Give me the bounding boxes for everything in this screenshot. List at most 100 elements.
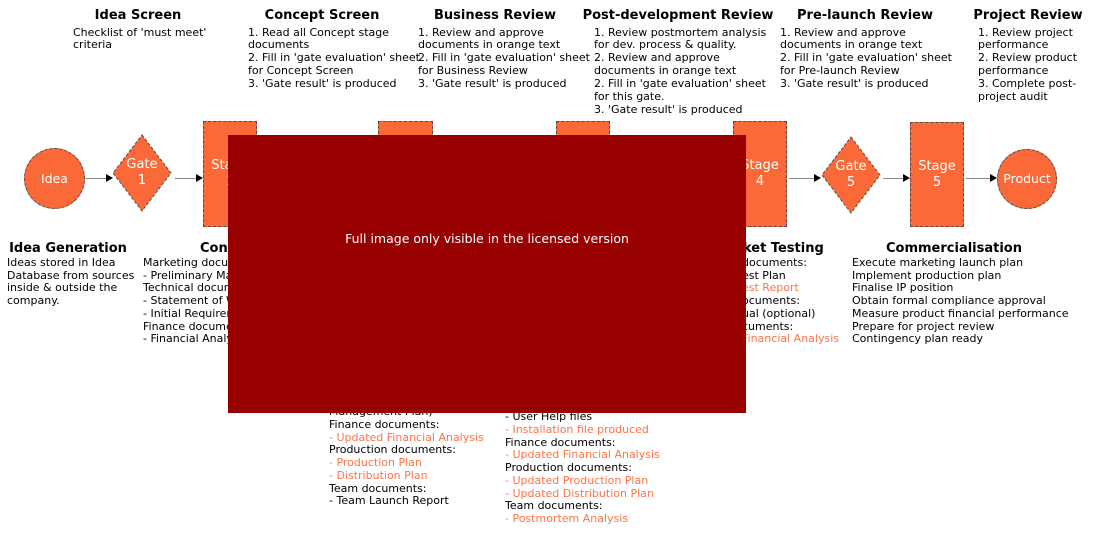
arrowhead-icon — [903, 174, 910, 182]
arrowhead-icon — [990, 174, 997, 182]
gate-5-label-line2: 5 — [846, 175, 856, 190]
text-line: documents in orange text — [780, 38, 923, 52]
text-line: - Financial Analys — [143, 332, 239, 346]
flow-arrow — [175, 174, 203, 182]
text-line: Execute marketing launch plan — [852, 256, 1024, 269]
text-line: 3. 'Gate result' is produced — [418, 77, 567, 91]
text-line: est Report — [742, 281, 799, 295]
text-line: 1. Read all Concept stage — [248, 25, 390, 39]
text-line: Checklist of 'must meet' — [73, 25, 207, 39]
text-line: 3. 'Gate result' is produced — [248, 77, 397, 91]
text-line: Production documents: — [505, 461, 632, 474]
text-line: for dev. process & quality. — [594, 38, 737, 52]
flow-arrow — [86, 174, 113, 182]
section-title: Idea Screen — [94, 8, 182, 23]
text-line: - Distribution Plan — [329, 468, 428, 482]
gate-1-label-line1: Gate — [126, 157, 158, 172]
text-line: documents — [248, 38, 310, 52]
text-line: Ideas stored in Idea — [7, 256, 116, 269]
text-line: for Concept Screen — [248, 64, 354, 78]
text-line: 1. Review postmortem analysis — [594, 25, 767, 39]
section-title: Concept Screen — [264, 8, 380, 23]
text-line: est Plan — [742, 268, 786, 282]
gate-5-label-line1: Gate — [835, 159, 867, 174]
text-line: Financial Analysis — [742, 332, 839, 346]
text-line: 3. 'Gate result' is produced — [594, 102, 743, 116]
arrowhead-icon — [196, 174, 203, 182]
section-title: Post-development Review — [582, 8, 774, 23]
idea-node: Idea — [24, 148, 85, 209]
text-line: ual (optional) — [742, 306, 816, 320]
diamond-icon — [821, 136, 881, 214]
flow-arrow — [966, 174, 997, 182]
product-node: Product — [997, 149, 1057, 209]
gate-5-label: Gate 5 — [821, 136, 881, 214]
text-line: documents in orange text — [418, 38, 561, 52]
text-line: 1. Review and approve — [418, 25, 544, 39]
text-line: 2. Review and approve — [594, 51, 720, 65]
section-title: Project Review — [973, 8, 1083, 23]
diamond-icon — [112, 134, 172, 212]
text-line: - Team Launch Report — [329, 494, 449, 508]
gate-5-node: Gate 5 — [821, 136, 881, 214]
idea-label: Idea — [41, 170, 68, 186]
stage-5-node: Stage 5 — [910, 122, 964, 227]
arrowhead-icon — [106, 174, 113, 182]
text-line: performance — [978, 38, 1049, 52]
text-line: documents in orange text — [594, 64, 737, 78]
text-line: - Postmortem Analysis — [505, 512, 629, 525]
text-line: - Preliminary Mar — [143, 268, 237, 282]
text-line: Obtain formal compliance approval — [852, 294, 1046, 308]
text-line: 2. Fill in 'gate evaluation' sheet — [780, 51, 952, 65]
text-line: - Statement of W — [143, 294, 237, 308]
text-line: Marketing docum — [143, 256, 239, 269]
text-line: - Installation file produced — [505, 422, 649, 436]
license-overlay: Full image only visible in the licensed … — [228, 135, 746, 413]
text-line: 2. Fill in 'gate evaluation' sheet — [418, 51, 590, 65]
section-title: Con — [200, 241, 228, 256]
license-overlay-text: Full image only visible in the licensed … — [345, 231, 629, 246]
flow-arrow — [883, 174, 910, 182]
text-line: 1. Review and approve — [780, 25, 906, 39]
text-line: - Production Plan — [329, 456, 422, 469]
text-line: documents: — [742, 256, 807, 269]
section-title: Commercialisation — [885, 241, 1023, 256]
section-title: Business Review — [433, 8, 557, 23]
section-title: Idea Generation — [9, 241, 127, 256]
text-line: Finalise IP position — [852, 281, 954, 295]
text-line: - Updated Financial Analysis — [329, 430, 484, 444]
text-line: 2. Fill in 'gate evaluation' sheet — [248, 51, 420, 65]
text-line: company. — [7, 294, 60, 308]
text-line: ocuments: — [742, 294, 800, 308]
text-line: - Updated Production Plan — [505, 473, 649, 487]
gate-1-label: Gate 1 — [112, 134, 172, 212]
text-line: 3. 'Gate result' is produced — [780, 77, 929, 91]
gate-1-node: Gate 1 — [112, 134, 172, 212]
text-line: 3. Complete post- — [978, 77, 1077, 91]
text-line: Team documents: — [329, 481, 427, 495]
stage-5-label-line1: Stage — [918, 158, 956, 174]
text-line: Implement production plan — [852, 268, 1002, 282]
text-line: - User Help files — [505, 410, 593, 423]
stage-5-label-line2: 5 — [932, 174, 942, 190]
gate-1-label-line2: 1 — [137, 173, 147, 188]
stage-4-label-line1: Stage — [741, 158, 779, 173]
text-line: criteria — [73, 38, 113, 52]
text-line: for Business Review — [418, 64, 528, 78]
text-line: Finance documents: — [329, 417, 440, 431]
section-title: ket Testing — [743, 241, 824, 256]
text-line: Database from sources — [7, 268, 135, 282]
text-line: for this gate. — [594, 90, 665, 103]
stage-4-label-line2: 4 — [755, 174, 765, 189]
text-line: - Updated Distribution Plan — [505, 486, 654, 500]
text-line: project audit — [978, 90, 1048, 103]
product-label: Product — [1003, 171, 1051, 186]
text-line: inside & outside the — [7, 281, 118, 295]
text-line: 2. Fill in 'gate evaluation' sheet — [594, 77, 766, 91]
text-line: Finance documen — [143, 319, 240, 333]
text-line: - Updated Financial Analysis — [505, 448, 660, 462]
text-line: 1. Review project — [978, 25, 1073, 39]
flow-arrow — [789, 174, 821, 182]
text-line: for Pre-launch Review — [780, 64, 900, 78]
